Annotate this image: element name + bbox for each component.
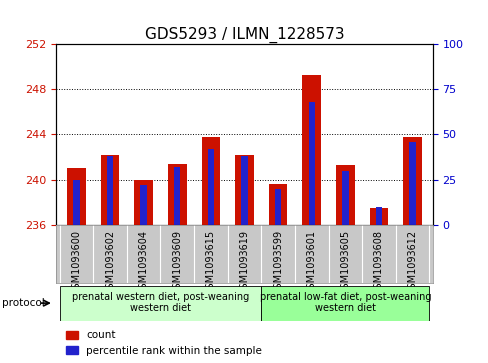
- Bar: [241, 156, 247, 225]
- Bar: [73, 180, 80, 225]
- Text: GSM1093605: GSM1093605: [340, 230, 349, 295]
- Bar: [140, 185, 146, 225]
- Text: protocol: protocol: [2, 298, 45, 308]
- Bar: [302, 76, 320, 225]
- Bar: [174, 167, 180, 225]
- Text: GSM1093604: GSM1093604: [139, 230, 148, 295]
- Text: GSM1093600: GSM1093600: [71, 230, 81, 295]
- Text: GSM1093608: GSM1093608: [373, 230, 383, 295]
- Bar: [342, 171, 348, 225]
- Bar: [168, 164, 186, 225]
- Text: prenatal low-fat diet, post-weaning
western diet: prenatal low-fat diet, post-weaning west…: [259, 291, 430, 313]
- Bar: [201, 136, 220, 225]
- Text: GSM1093609: GSM1093609: [172, 230, 182, 295]
- Bar: [308, 102, 314, 225]
- Bar: [67, 168, 85, 225]
- Bar: [235, 155, 253, 225]
- Bar: [261, 286, 428, 321]
- Text: GSM1093612: GSM1093612: [407, 230, 417, 295]
- Bar: [60, 286, 261, 321]
- Bar: [369, 208, 387, 225]
- Bar: [375, 207, 382, 225]
- Text: GSM1093619: GSM1093619: [239, 230, 249, 295]
- Text: prenatal western diet, post-weaning
western diet: prenatal western diet, post-weaning west…: [72, 291, 248, 313]
- Text: GSM1093601: GSM1093601: [306, 230, 316, 295]
- Text: GDS5293 / ILMN_1228573: GDS5293 / ILMN_1228573: [144, 27, 344, 44]
- Bar: [274, 189, 281, 225]
- Bar: [101, 155, 119, 225]
- Bar: [335, 165, 354, 225]
- Bar: [207, 149, 214, 225]
- Legend: count, percentile rank within the sample: count, percentile rank within the sample: [61, 326, 266, 360]
- Text: GSM1093615: GSM1093615: [205, 230, 215, 295]
- Bar: [268, 184, 287, 225]
- Text: GSM1093602: GSM1093602: [105, 230, 115, 295]
- Bar: [408, 142, 415, 225]
- Bar: [403, 136, 421, 225]
- Bar: [106, 156, 113, 225]
- Text: GSM1093599: GSM1093599: [273, 230, 283, 295]
- Bar: [134, 180, 153, 225]
